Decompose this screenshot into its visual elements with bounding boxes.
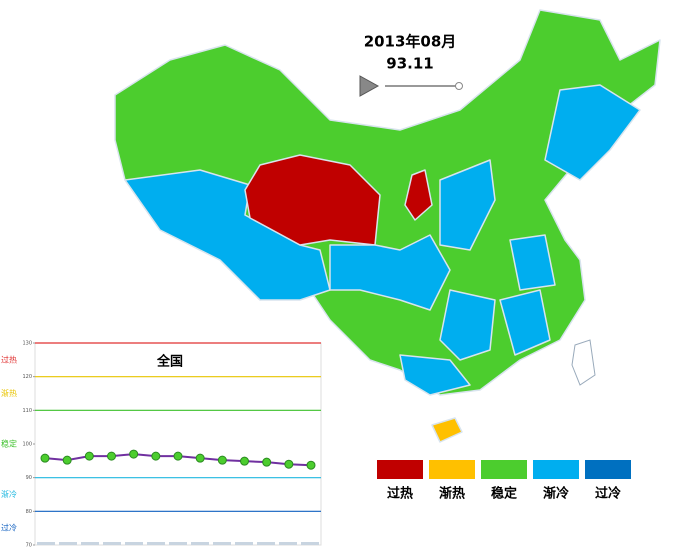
- province: [329, 234, 451, 311]
- zone-label: 渐热: [1, 388, 17, 398]
- province: [439, 289, 496, 361]
- legend-label: 渐冷: [543, 486, 569, 502]
- play-button[interactable]: [359, 75, 380, 97]
- zone-label: 稳定: [1, 439, 17, 449]
- x-tick-strip: [103, 542, 121, 545]
- y-tick-label: 80: [26, 509, 32, 515]
- zone-label: 过热: [1, 354, 17, 364]
- point: [306, 460, 316, 470]
- legend: 过热 渐热 稳定 渐冷 过冷: [377, 460, 631, 502]
- y-tick-label: 120: [22, 374, 32, 380]
- province: [439, 159, 496, 251]
- y-tick-label: 100: [22, 442, 32, 448]
- province: [544, 84, 641, 181]
- x-tick-strip: [191, 542, 209, 545]
- legend-label: 过热: [387, 486, 413, 502]
- point: [240, 456, 249, 466]
- x-tick-strip: [279, 542, 297, 545]
- province: [431, 417, 463, 443]
- point: [129, 449, 139, 459]
- point: [40, 453, 50, 463]
- point: [151, 451, 161, 461]
- point: [62, 455, 72, 465]
- legend-swatch: [377, 460, 423, 479]
- legend-label: 稳定: [491, 486, 517, 502]
- province: [399, 354, 471, 396]
- province: [244, 154, 381, 246]
- chart-title: 全国: [156, 354, 183, 370]
- x-tick-strip: [147, 542, 165, 545]
- date: 2013年08月: [364, 33, 457, 51]
- legend-label: 过冷: [595, 486, 621, 502]
- point: [217, 455, 227, 465]
- x-tick-strip: [235, 542, 253, 545]
- map: [114, 9, 661, 443]
- index-value: 93.11: [386, 55, 433, 73]
- province: [571, 339, 596, 386]
- point: [107, 451, 116, 461]
- y-tick-label: 110: [22, 408, 32, 414]
- x-tick-strip: [169, 542, 187, 545]
- legend-label: 渐热: [439, 486, 465, 502]
- legend-swatch: [585, 460, 631, 479]
- x-tick-strip: [37, 542, 55, 545]
- point: [84, 451, 94, 461]
- point: [284, 459, 294, 469]
- province: [124, 169, 331, 301]
- chart-background: [0, 338, 324, 551]
- province: [404, 169, 433, 221]
- point: [173, 451, 183, 461]
- x-tick-strip: [257, 542, 275, 545]
- zone-label: 渐冷: [1, 489, 17, 499]
- province: [509, 234, 556, 291]
- y-tick-label: 70: [26, 543, 32, 549]
- x-tick-strip: [59, 542, 77, 545]
- y-tick-label: 90: [26, 475, 32, 481]
- x-tick-strip: [125, 542, 143, 545]
- x-tick-strip: [301, 542, 319, 545]
- y-tick-label: 130: [22, 341, 32, 347]
- x-tick-strip: [213, 542, 231, 545]
- slider-thumb[interactable]: [455, 82, 463, 90]
- province: [499, 289, 551, 356]
- zone-label: 过冷: [1, 523, 17, 533]
- legend-swatch: [481, 460, 527, 479]
- x-tick-strip: [81, 542, 99, 545]
- point: [195, 453, 205, 463]
- legend-swatch: [429, 460, 475, 479]
- point: [262, 457, 272, 467]
- legend-swatch: [533, 460, 579, 479]
